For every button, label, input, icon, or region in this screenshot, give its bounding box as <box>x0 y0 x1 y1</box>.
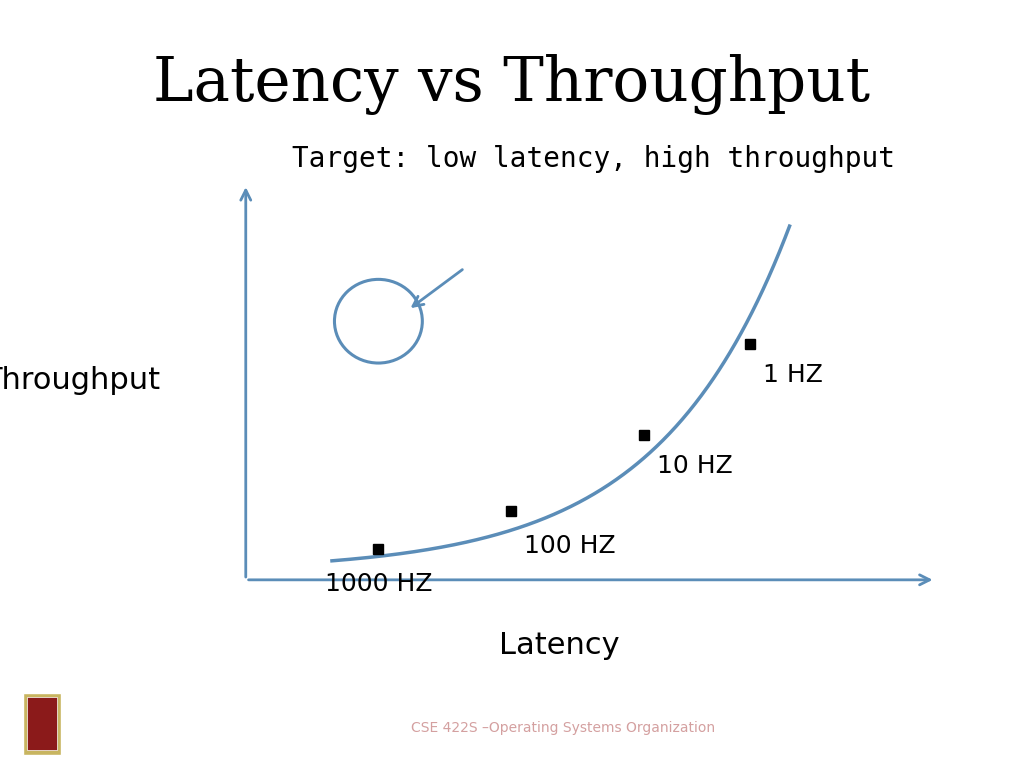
Text: 100 HZ: 100 HZ <box>524 535 615 558</box>
Text: Throughput: Throughput <box>0 366 160 395</box>
FancyBboxPatch shape <box>23 693 61 755</box>
Text: Latency vs Throughput: Latency vs Throughput <box>154 54 870 114</box>
Text: JAMES MCKELVEY SCHOOL OF ENGINEERING: JAMES MCKELVEY SCHOOL OF ENGINEERING <box>70 742 362 755</box>
Text: Target: low latency, high throughput: Target: low latency, high throughput <box>293 145 895 173</box>
Text: CSE 422S –Operating Systems Organization: CSE 422S –Operating Systems Organization <box>412 721 715 735</box>
Text: 1 HZ: 1 HZ <box>763 363 823 387</box>
Text: 19: 19 <box>981 714 1006 733</box>
FancyBboxPatch shape <box>27 697 57 750</box>
Text: Latency: Latency <box>499 631 620 660</box>
Text: Washington University in St. Louis: Washington University in St. Louis <box>70 700 352 717</box>
Text: 1000 HZ: 1000 HZ <box>326 572 433 596</box>
Text: 10 HZ: 10 HZ <box>657 455 732 478</box>
